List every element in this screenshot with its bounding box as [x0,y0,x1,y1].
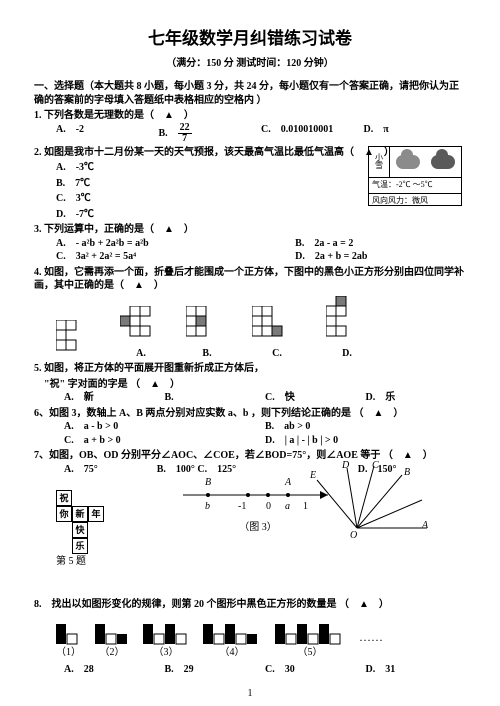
q1-stem: 1. 下列各数是无理数的是（ ▲ ） [34,109,466,123]
svg-text:O: O [350,530,357,538]
svg-text:B: B [205,477,211,488]
q4-opt-B: B. [186,306,228,361]
svg-text:A: A [284,477,292,488]
q8-stem: 8. 找出以如图形变化的规律，则第 20 个图形中黑色正方形的数量是 （ ▲ ） [34,598,466,612]
q1-A: A. -2 [56,123,159,144]
q1-C: C. 0.010010001 [261,123,364,144]
q8-pat-1: （1） [56,616,81,660]
q8-pat-5: （5） [275,616,345,660]
cloud-icon [396,155,420,169]
q3-C: C. 3a² + 2a² = 5a⁴ [56,250,295,264]
section1-intro: 一、选择题（本大题共 8 小题，每小题 3 分，共 24 分，每小题仅有一个答案… [34,80,466,107]
q8-pat-2: （2） [95,616,129,660]
svg-text:A: A [421,520,429,531]
page-subtitle: （满分：150 分 测试时间：120 分钟） [34,57,466,71]
q6-C: C. a + b > 0 [64,434,265,448]
svg-text:0: 0 [266,501,271,512]
q7-figure: E D C B A O [302,460,432,530]
q3-D: D. 2a + b = 2ab [295,250,466,264]
cloud-icon [431,155,455,169]
q8-A: A. 28 [64,663,165,677]
q5-D: D. 乐 [366,391,467,405]
q1-B: B. 227 [159,123,262,144]
weather-wind: 风向风力：微风 [369,194,461,209]
q5-A: A. 新 [64,391,165,405]
q8-pat-4: （4） [203,616,261,660]
q5-C: C. 快 [265,391,366,405]
q4-original-net [56,320,96,360]
q3-B: B. 2a - a = 2 [295,237,466,251]
weather-box: 小雪 气温：-2℃ ～5℃ 风向风力：微风 [368,146,462,206]
svg-text:D: D [341,460,350,471]
q6-D: D. | a | - | b | > 0 [265,434,466,448]
q4-opt-A: A. [120,306,162,361]
q8-figures: （1） （2） （3） （4） [34,616,466,660]
q1-D: D. π [364,123,467,144]
weather-temp: 气温：-2℃ ～5℃ [369,178,461,194]
q8-pat-3: （3） [143,616,189,660]
q8-B: B. 29 [165,663,266,677]
q8-D: D. 31 [366,663,467,677]
q6-stem: 6、如图 3，数轴上 A、B 两点分别对应实数 a、b ，则下列结论正确的是 （… [34,407,466,421]
q5-figure: 祝 你新年 快 乐 [56,490,104,554]
q4-figures: A. B. [34,296,466,361]
svg-text:-1: -1 [238,501,246,512]
q8-C: C. 30 [265,663,366,677]
svg-text:C: C [372,460,379,471]
q3-A: A. - a²b + 2a²b = a²b [56,237,295,251]
q5-stem2: "祝" 字对面的字是 （ ▲ ） [34,378,466,392]
q6-B: B. ab > 0 [265,420,466,434]
q8-dots: …… [359,629,383,659]
q3-stem: 3. 下列运算中，正确的是（ ▲ ） [34,223,466,237]
q4-opt-D: D. [326,296,368,361]
svg-text:B: B [404,467,410,478]
page-title: 七年级数学月纠错练习试卷 [34,28,466,51]
q1-options: A. -2 B. 227 C. 0.010010001 D. π [34,123,466,144]
svg-text:a: a [285,501,290,512]
q5-B: B. [165,391,266,405]
q7-A: A. 75° [64,463,157,477]
q5-caption: 第 5 题 [56,555,86,569]
q2-D: D. -7℃ [56,208,466,222]
q4-stem: 4. 如图，它需再添一个面，折叠后才能围成一个正方体，下图中的黑色小正方形分别由… [34,266,466,293]
svg-text:E: E [309,470,316,481]
q6-A: A. a - b > 0 [64,420,265,434]
page-number: 1 [0,687,500,701]
q5-stem1: 5. 如图，将正方体的平面展开图重新折成正方体后， [34,362,466,376]
svg-text:b: b [205,501,210,512]
q4-opt-C: C. [252,306,302,361]
